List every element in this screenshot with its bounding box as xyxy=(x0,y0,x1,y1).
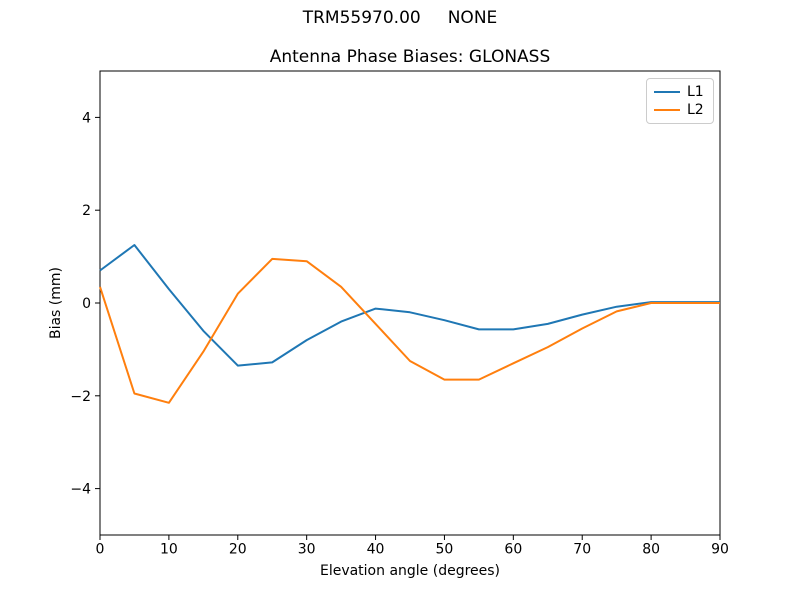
y-tick-label: 2 xyxy=(82,203,91,219)
series-line-l2 xyxy=(99,257,720,404)
x-tick-label: 60 xyxy=(504,542,522,558)
legend-item-l1: L1 xyxy=(654,85,706,99)
legend: L1 L2 xyxy=(646,78,714,124)
legend-label-l2: L2 xyxy=(687,102,704,118)
x-tick-label: 30 xyxy=(298,542,316,558)
legend-label-l1: L1 xyxy=(687,84,704,100)
x-tick-label: 40 xyxy=(367,542,385,558)
x-tick-label: 0 xyxy=(96,542,105,558)
y-tick-label: −2 xyxy=(70,389,91,405)
y-tick-label: −4 xyxy=(70,482,91,498)
x-tick-label: 80 xyxy=(642,542,660,558)
chart-title: Antenna Phase Biases: GLONASS xyxy=(269,47,551,67)
x-tick-label: 10 xyxy=(160,542,178,558)
x-tick-label: 90 xyxy=(711,542,729,558)
legend-line-sample-l2 xyxy=(654,109,680,111)
y-axis-label: Bias (mm) xyxy=(48,266,64,340)
x-axis-label: Elevation angle (degrees) xyxy=(319,563,501,579)
figure-suptitle: TRM55970.00 NONE xyxy=(302,8,498,28)
x-tick-label: 20 xyxy=(229,542,247,558)
x-tick-label: 50 xyxy=(436,542,454,558)
legend-item-l2: L2 xyxy=(654,103,706,117)
y-tick-label: 4 xyxy=(82,110,91,126)
series-line-l1 xyxy=(99,244,720,367)
axes-spines xyxy=(99,70,721,536)
x-tick-label: 70 xyxy=(573,542,591,558)
y-tick-label: 0 xyxy=(82,296,91,312)
legend-line-sample-l1 xyxy=(654,91,680,93)
